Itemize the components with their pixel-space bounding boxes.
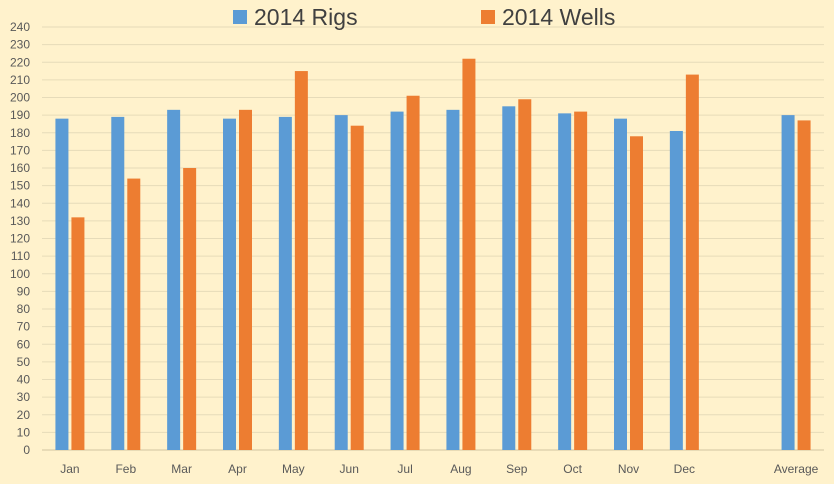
y-tick-label: 0 <box>23 443 30 457</box>
y-tick-label: 180 <box>10 126 30 140</box>
legend-label-rigs: 2014 Rigs <box>254 4 358 30</box>
bar-wells-oct <box>574 111 588 450</box>
y-axis-tick-labels: 0 10 20 30 40 50 60 70 80 90 100 110 120 130 140 150 160… <box>10 20 30 457</box>
y-tick-label: 50 <box>17 355 31 369</box>
x-tick-label: Average <box>774 462 819 476</box>
bar-wells-jun <box>350 125 364 450</box>
x-tick-label: Jan <box>60 462 79 476</box>
y-tick-label: 20 <box>17 408 31 422</box>
bar-rigs-jul <box>390 111 404 450</box>
x-tick-label: Feb <box>115 462 136 476</box>
legend-swatch-rigs <box>233 10 247 24</box>
x-tick-label: Aug <box>450 462 471 476</box>
bar-rigs-jan <box>55 118 69 451</box>
y-tick-label: 40 <box>17 373 31 387</box>
bar-rigs-oct <box>558 113 572 451</box>
y-tick-label: 80 <box>17 302 31 316</box>
x-tick-label: Nov <box>618 462 639 476</box>
bar-wells-apr <box>239 109 252 451</box>
y-tick-label: 60 <box>17 337 31 351</box>
y-tick-label: 30 <box>17 390 31 404</box>
y-tick-label: 90 <box>17 284 31 298</box>
bar-wells-aug <box>462 58 476 450</box>
y-tick-label: 230 <box>10 38 30 52</box>
y-tick-label: 190 <box>10 108 30 122</box>
bar-rigs-feb <box>111 116 125 450</box>
y-tick-label: 150 <box>10 179 30 193</box>
y-tick-label: 220 <box>10 55 30 69</box>
x-tick-label: Jun <box>340 462 359 476</box>
y-tick-label: 120 <box>10 232 30 246</box>
y-tick-label: 100 <box>10 267 30 281</box>
bar-rigs-nov <box>614 118 627 451</box>
y-tick-label: 200 <box>10 91 30 105</box>
bar-wells-feb <box>127 178 141 450</box>
bar-rigs-may <box>278 116 292 450</box>
gridlines <box>42 26 824 451</box>
bar-wells-nov <box>630 136 643 450</box>
y-tick-label: 70 <box>17 320 31 334</box>
y-tick-label: 170 <box>10 143 30 157</box>
legend-swatch-wells <box>481 10 495 24</box>
bar-wells-jul <box>406 95 420 451</box>
bar-rigs-jun <box>334 115 348 450</box>
x-tick-label: May <box>282 462 305 476</box>
bar-wells-dec <box>685 74 699 451</box>
bar-rigs-apr <box>223 118 236 451</box>
bar-rigs-aug <box>446 109 460 451</box>
y-tick-label: 140 <box>10 196 30 210</box>
bar-rigs-sep <box>502 106 516 450</box>
y-tick-label: 240 <box>10 20 30 34</box>
y-tick-label: 160 <box>10 161 30 175</box>
legend-label-wells: 2014 Wells <box>502 4 615 30</box>
bar-rigs-dec <box>669 130 683 451</box>
y-tick-label: 110 <box>11 249 30 263</box>
bars <box>55 58 811 451</box>
bar-wells-may <box>294 71 308 450</box>
x-axis-tick-labels: Jan Feb Mar Apr May Jun Jul Aug Sep Oct Nov Dec Aver… <box>60 462 818 476</box>
bar-wells-average <box>797 120 811 450</box>
bar-rigs-mar <box>167 109 181 451</box>
y-tick-label: 130 <box>10 214 30 228</box>
bar-wells-mar <box>183 168 197 450</box>
y-tick-label: 210 <box>10 73 30 87</box>
x-tick-label: Jul <box>397 462 412 476</box>
bar-wells-sep <box>518 99 532 450</box>
x-tick-label: Dec <box>674 462 695 476</box>
bar-rigs-average <box>781 115 795 450</box>
bar-wells-jan <box>71 217 85 450</box>
legend: 2014 Rigs 2014 Wells <box>233 4 615 30</box>
x-tick-label: Sep <box>506 462 528 476</box>
x-tick-label: Apr <box>228 462 247 476</box>
y-tick-label: 10 <box>17 425 31 439</box>
x-tick-label: Oct <box>563 462 582 476</box>
x-tick-label: Mar <box>171 462 192 476</box>
